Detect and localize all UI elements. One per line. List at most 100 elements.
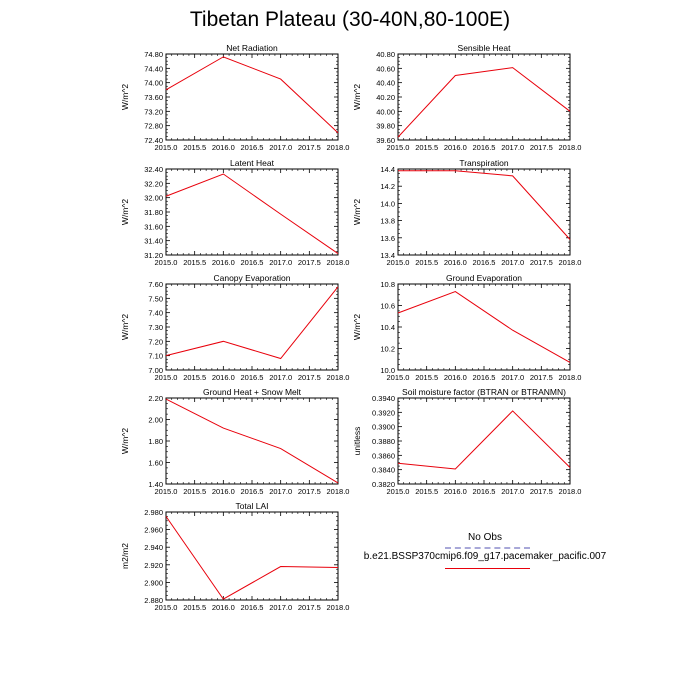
page-title: Tibetan Plateau (30-40N,80-100E) — [189, 8, 511, 31]
y-tick-label: 14.2 — [380, 182, 395, 191]
chart-panel: Transpiration W/m^2 2015.0 2015.5 2016.0 2016… — [352, 158, 581, 267]
panel-title: Canopy Evaporation — [213, 273, 290, 283]
y-tick-label: 74.00 — [144, 79, 163, 88]
x-tick-label: 2016.0 — [212, 258, 235, 267]
legend-obs-line — [445, 547, 530, 549]
panel-title: Net Radiation — [226, 43, 278, 53]
y-tick-label: 40.60 — [376, 64, 395, 73]
x-tick-label: 2015.5 — [183, 603, 206, 612]
plot-frame — [397, 53, 571, 141]
y-tick-label: 2.880 — [144, 596, 163, 605]
x-tick-label: 2017.5 — [530, 143, 553, 152]
x-tick-label: 2015.0 — [155, 143, 178, 152]
x-tick-label: 2016.5 — [473, 258, 496, 267]
x-tick-label: 2016.0 — [444, 143, 467, 152]
series-line — [397, 410, 571, 470]
series-line — [165, 173, 339, 254]
x-tick-label: 2016.5 — [241, 258, 264, 267]
y-tick-label: 10.8 — [380, 280, 395, 289]
y-tick-label: 40.40 — [376, 79, 395, 88]
x-tick-label: 2015.0 — [387, 373, 410, 382]
y-tick-label: 7.10 — [148, 352, 163, 361]
plot-frame — [397, 283, 571, 371]
y-tick-label: 10.0 — [380, 366, 395, 375]
x-tick-label: 2015.5 — [415, 487, 438, 496]
series-line — [165, 56, 339, 134]
x-tick-label: 2016.0 — [444, 487, 467, 496]
x-tick-label: 2017.5 — [530, 258, 553, 267]
plot-frame — [165, 53, 339, 141]
x-tick-label: 2017.0 — [501, 258, 524, 267]
x-tick-label: 2015.0 — [155, 258, 178, 267]
y-tick-label: 1.40 — [148, 480, 163, 489]
x-tick-label: 2015.5 — [183, 258, 206, 267]
x-tick-label: 2016.0 — [212, 603, 235, 612]
x-tick-label: 2016.5 — [241, 487, 264, 496]
y-tick-label: 32.40 — [144, 165, 163, 174]
chart-panel: Ground Evaporation W/m^2 2015.0 2015.5 2016.… — [352, 273, 581, 382]
panel-title: Total LAI — [235, 501, 268, 511]
x-tick-label: 2018.0 — [327, 603, 350, 612]
legend-series-line — [445, 568, 530, 569]
chart-panel: Soil moisture factor (BTRAN or BTRANMN) u… — [352, 387, 581, 496]
x-tick-label: 2017.5 — [530, 373, 553, 382]
x-tick-label: 2016.5 — [241, 373, 264, 382]
x-tick-label: 2015.0 — [155, 487, 178, 496]
x-tick-label: 2016.0 — [212, 143, 235, 152]
y-axis-label: W/m^2 — [120, 199, 130, 225]
y-tick-label: 39.80 — [376, 122, 395, 131]
plot-frame — [165, 397, 339, 485]
series-line — [165, 398, 339, 484]
x-tick-label: 2018.0 — [327, 143, 350, 152]
y-tick-label: 0.3860 — [372, 451, 395, 460]
y-axis-label: W/m^2 — [120, 314, 130, 340]
y-tick-label: 72.80 — [144, 122, 163, 131]
x-tick-label: 2017.0 — [501, 373, 524, 382]
panel-title: Ground Heat + Snow Melt — [203, 387, 302, 397]
y-tick-label: 0.3920 — [372, 408, 395, 417]
x-tick-label: 2018.0 — [559, 487, 582, 496]
y-tick-label: 7.40 — [148, 309, 163, 318]
x-tick-label: 2017.5 — [298, 373, 321, 382]
x-tick-label: 2017.0 — [269, 487, 292, 496]
x-tick-label: 2017.0 — [501, 143, 524, 152]
y-tick-label: 7.00 — [148, 366, 163, 375]
x-tick-label: 2016.5 — [473, 487, 496, 496]
y-tick-label: 2.900 — [144, 578, 163, 587]
y-tick-label: 1.80 — [148, 437, 163, 446]
x-tick-label: 2016.0 — [212, 487, 235, 496]
y-tick-label: 74.80 — [144, 50, 163, 59]
x-tick-label: 2018.0 — [559, 373, 582, 382]
x-tick-label: 2018.0 — [559, 143, 582, 152]
y-tick-label: 14.0 — [380, 199, 395, 208]
y-tick-label: 0.3880 — [372, 437, 395, 446]
x-tick-label: 2018.0 — [559, 258, 582, 267]
y-tick-label: 14.4 — [380, 165, 395, 174]
y-axis-label: W/m^2 — [120, 428, 130, 454]
y-tick-label: 1.60 — [148, 459, 163, 468]
y-tick-label: 32.00 — [144, 194, 163, 203]
x-tick-label: 2016.0 — [212, 373, 235, 382]
x-tick-label: 2015.5 — [183, 143, 206, 152]
y-tick-label: 40.80 — [376, 50, 395, 59]
x-tick-label: 2017.0 — [501, 487, 524, 496]
y-axis-label: W/m^2 — [352, 84, 362, 110]
y-tick-label: 10.6 — [380, 302, 395, 311]
y-tick-label: 0.3940 — [372, 394, 395, 403]
x-tick-label: 2017.0 — [269, 143, 292, 152]
plot-frame — [165, 283, 339, 371]
x-tick-label: 2017.5 — [298, 487, 321, 496]
x-tick-label: 2017.0 — [269, 603, 292, 612]
x-tick-label: 2016.0 — [444, 373, 467, 382]
x-tick-label: 2016.5 — [241, 603, 264, 612]
x-tick-label: 2018.0 — [327, 487, 350, 496]
y-tick-label: 2.940 — [144, 543, 163, 552]
y-tick-label: 2.00 — [148, 416, 163, 425]
y-axis-label: unitless — [352, 427, 362, 456]
x-tick-label: 2015.5 — [415, 373, 438, 382]
x-tick-label: 2015.5 — [183, 487, 206, 496]
y-tick-label: 72.40 — [144, 136, 163, 145]
y-tick-label: 31.20 — [144, 251, 163, 260]
x-tick-label: 2015.5 — [415, 143, 438, 152]
